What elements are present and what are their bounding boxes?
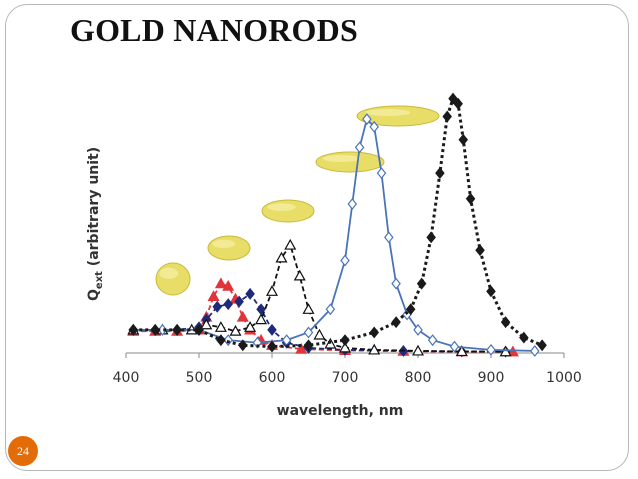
data-point-sphere <box>236 310 249 322</box>
data-point-rod-AR-longest <box>267 340 277 353</box>
data-point-rod-AR-longest <box>453 97 463 110</box>
data-point-rod-AR-longest <box>537 339 547 352</box>
x-tick-label: 500 <box>186 370 213 386</box>
data-point-rod-AR-longest <box>194 323 204 336</box>
data-point-rod-AR-longest <box>426 231 436 244</box>
data-point-rod-AR-medium <box>499 345 512 357</box>
data-point-rod-AR-long <box>347 197 358 210</box>
x-tick-label: 400 <box>113 370 140 386</box>
data-point-rod-AR-long <box>376 167 387 180</box>
data-point-rod-AR-medium <box>275 251 288 263</box>
data-point-rod-AR-longest <box>369 326 379 339</box>
x-tick-label: 900 <box>478 370 505 386</box>
data-point-rod-AR-longest <box>500 316 511 329</box>
particle-rod-1 <box>207 235 251 261</box>
data-point-short-rod <box>267 323 277 336</box>
data-point-rod-AR-long <box>340 254 350 267</box>
data-point-rod-AR-longest <box>303 339 314 352</box>
data-point-rod-AR-long <box>486 343 496 356</box>
data-point-rod-AR-longest <box>238 339 248 352</box>
data-point-rod-AR-longest <box>340 334 350 347</box>
data-point-short-rod <box>234 295 244 308</box>
data-point-rod-AR-longest <box>128 323 139 336</box>
data-point-short-rod <box>212 300 223 313</box>
data-point-short-rod <box>245 287 255 300</box>
data-point-rod-AR-medium <box>229 324 242 336</box>
data-point-rod-AR-long <box>157 323 168 336</box>
data-point-rod-AR-longest <box>458 133 469 146</box>
data-point-rod-AR-longest <box>442 110 452 123</box>
data-point-rod-AR-longest <box>405 303 416 316</box>
particle-highlight <box>322 155 361 162</box>
chart-axes: 400 500 600 700 800 900 1000 <box>113 352 582 386</box>
data-point-rod-AR-long <box>413 323 423 336</box>
data-point-rod-AR-longest <box>391 316 401 329</box>
series-rod-AR-longest <box>128 92 547 353</box>
data-point-rod-AR-long <box>223 334 233 347</box>
particle-highlight <box>267 203 296 211</box>
data-point-rod-AR-medium <box>338 341 352 353</box>
data-point-rod-AR-long <box>530 344 540 357</box>
data-point-rod-AR-medium <box>284 238 297 250</box>
data-point-rod-AR-long <box>427 334 438 347</box>
data-point-rod-AR-longest <box>465 192 476 205</box>
series-line <box>133 292 506 353</box>
x-tick-label: 700 <box>332 370 359 386</box>
data-point-rod-AR-medium <box>265 285 279 296</box>
data-point-rod-AR-long <box>362 113 372 126</box>
data-point-rod-AR-medium <box>255 313 268 325</box>
particle-sphere <box>155 262 191 296</box>
particle-highlight <box>365 109 411 116</box>
chart-series <box>127 92 547 358</box>
data-point-rod-AR-long <box>369 120 379 133</box>
data-point-rod-AR-medium <box>302 303 315 314</box>
data-point-rod-AR-medium <box>214 321 227 332</box>
x-tick-label: 1000 <box>546 370 582 386</box>
data-point-rod-AR-medium <box>368 343 381 355</box>
nanoparticle-illustrations <box>155 105 440 296</box>
particle-rod-2 <box>261 199 315 223</box>
data-point-rod-AR-long <box>354 141 365 154</box>
particle-rod-4 <box>356 105 440 127</box>
data-point-rod-AR-longest <box>435 167 445 180</box>
data-point-rod-AR-long <box>449 340 460 353</box>
data-point-rod-AR-medium <box>313 328 326 340</box>
slide-title: GOLD NANORODS <box>70 12 358 48</box>
data-point-sphere <box>222 279 235 291</box>
data-point-rod-AR-longest <box>486 285 496 298</box>
series-rod-AR-medium <box>127 238 512 357</box>
x-tick-label: 600 <box>259 370 286 386</box>
chart-labels: wavelength, nm Qext (arbitrary unit) <box>86 147 403 419</box>
data-point-rod-AR-medium <box>455 345 468 357</box>
data-point-sphere <box>295 342 308 354</box>
data-point-rod-AR-longest <box>448 92 458 105</box>
data-point-rod-AR-longest <box>216 334 226 347</box>
data-point-rod-AR-medium <box>200 318 213 330</box>
particle-highlight <box>159 267 179 279</box>
data-point-rod-AR-medium <box>244 321 257 332</box>
page-number-badge: 24 <box>8 436 38 466</box>
series-line <box>133 95 543 349</box>
data-point-rod-AR-longest <box>416 277 427 290</box>
data-point-rod-AR-medium <box>293 269 306 281</box>
data-point-rod-AR-long <box>391 277 401 290</box>
data-point-rod-AR-medium <box>411 344 425 356</box>
data-point-short-rod <box>223 298 233 311</box>
x-axis-label: wavelength, nm <box>277 403 404 419</box>
data-point-rod-AR-long <box>325 303 336 316</box>
particle-rod-3 <box>315 151 385 173</box>
data-point-rod-AR-longest <box>150 323 160 336</box>
data-point-sphere <box>214 277 227 289</box>
data-point-rod-AR-longest <box>475 244 485 257</box>
data-point-rod-AR-long <box>384 231 394 244</box>
data-point-sphere <box>207 290 220 302</box>
x-tick-label: 800 <box>405 370 432 386</box>
y-axis-label: Qext (arbitrary unit) <box>86 147 105 301</box>
data-point-rod-AR-long <box>303 326 314 339</box>
particle-highlight <box>212 239 236 248</box>
data-point-rod-AR-longest <box>172 323 182 336</box>
slide-frame <box>5 4 629 471</box>
data-point-rod-AR-longest <box>519 331 529 344</box>
